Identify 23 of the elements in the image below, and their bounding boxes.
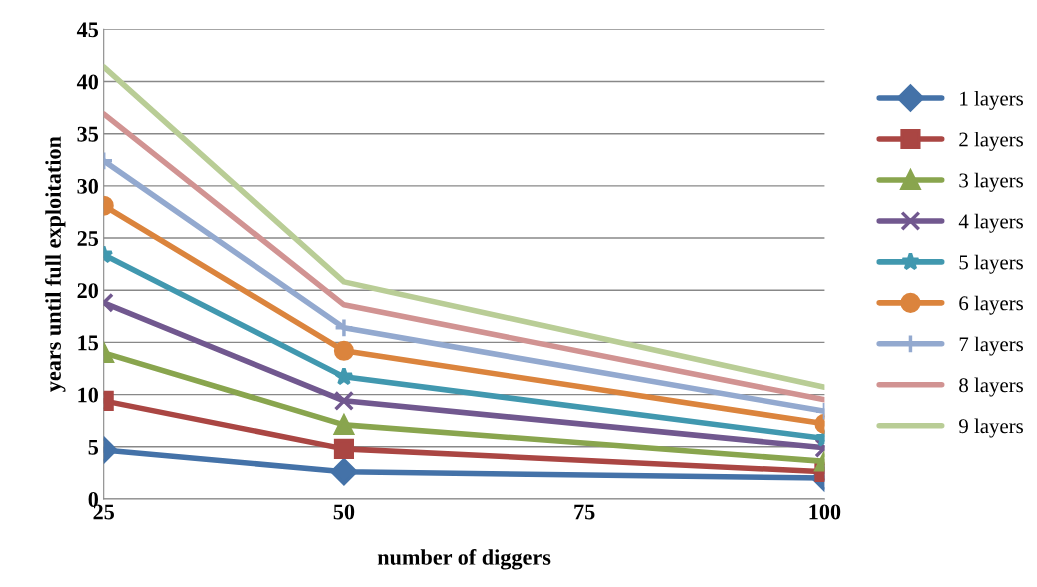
- legend-label: 3 layers: [959, 172, 1023, 192]
- y-tick-label: 40: [76, 74, 98, 90]
- legend-label: 2 layers: [959, 131, 1023, 151]
- y-tick-label: 5: [88, 439, 99, 455]
- x-tick-label: 100: [809, 504, 841, 520]
- legend-label: 8 layers: [959, 377, 1023, 397]
- legend-label: 9 layers: [959, 418, 1023, 438]
- legend-label: 7 layers: [959, 336, 1023, 356]
- y-axis-title: years until full exploitation: [45, 136, 66, 393]
- legend-label: 4 layers: [958, 213, 1023, 233]
- x-tick-label: 75: [574, 504, 595, 520]
- x-tick-label: 50: [333, 504, 355, 520]
- legend-label: 5 layers: [959, 254, 1023, 274]
- y-tick-label: 15: [78, 335, 99, 351]
- y-tick-label: 30: [77, 178, 98, 194]
- y-tick-label: 10: [78, 387, 98, 403]
- y-tick-label: 20: [77, 283, 98, 299]
- legend-label: 6 layers: [959, 295, 1023, 315]
- x-axis-title: number of diggers: [377, 548, 551, 570]
- y-tick-label: 35: [77, 126, 99, 142]
- y-tick-label: 45: [76, 22, 99, 38]
- y-tick-label: 25: [77, 231, 99, 246]
- legend-label: 1 layers: [960, 90, 1023, 110]
